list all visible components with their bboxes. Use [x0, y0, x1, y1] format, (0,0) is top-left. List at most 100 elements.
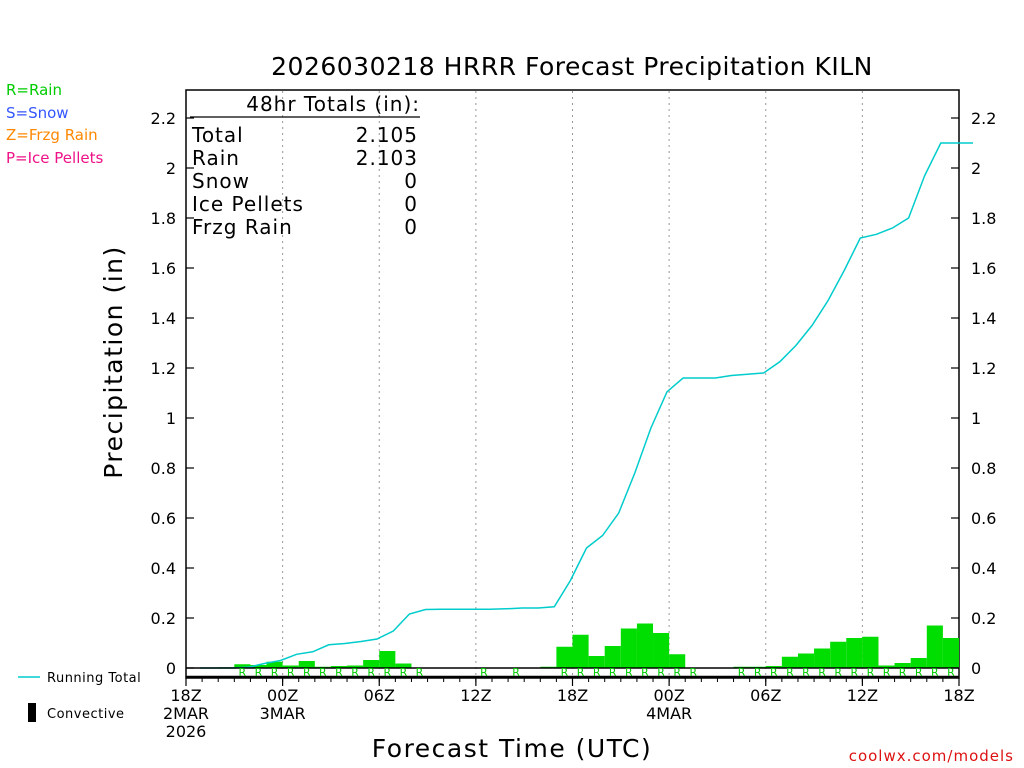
- y-tick-label-right: 1.8: [971, 209, 996, 228]
- precip-bar: [330, 666, 348, 668]
- precip-bar: [298, 661, 315, 668]
- precip-type-marker: R: [609, 666, 617, 679]
- legend-snow: S=Snow: [6, 104, 69, 122]
- precip-type-marker: R: [383, 666, 391, 679]
- precip-bar: [395, 663, 412, 668]
- y-tick-label-left: 0.6: [151, 509, 176, 528]
- totals-row-value: 0: [404, 169, 418, 193]
- precip-bar: [669, 654, 686, 668]
- precip-bar: [781, 656, 798, 668]
- precip-type-marker: R: [303, 666, 311, 679]
- y-tick-label-left: 1.6: [151, 259, 176, 278]
- precip-type-marker: R: [883, 666, 891, 679]
- precip-bar: [572, 634, 589, 668]
- y-tick-label-left: 2.2: [151, 109, 176, 128]
- y-tick-label-left: 0.8: [151, 459, 176, 478]
- x-tick-label: 06Z: [364, 686, 395, 705]
- precip-type-marker: R: [931, 666, 939, 679]
- precip-type-marker: R: [947, 666, 955, 679]
- running-total-legend-label: Running Total: [47, 671, 141, 686]
- y-tick-label-right: 2: [971, 159, 981, 178]
- precip-bar: [878, 665, 895, 668]
- x-tick-label: 18Z: [557, 686, 588, 705]
- y-tick-label-right: 1.4: [971, 309, 996, 328]
- x-tick-label: 2026: [166, 722, 207, 741]
- precip-bar: [765, 666, 782, 668]
- convective-legend-label: Convective: [47, 707, 125, 722]
- precip-type-marker: R: [480, 666, 488, 679]
- y-axis-label: Precipitation (in): [99, 245, 128, 479]
- precip-bar: [846, 638, 863, 668]
- precip-type-marker: R: [625, 666, 633, 679]
- totals-row-value: 0: [404, 192, 418, 216]
- x-tick-label: 4MAR: [646, 704, 692, 723]
- precip-bar: [862, 636, 879, 668]
- precip-type-marker: R: [593, 666, 601, 679]
- y-tick-label-right: 1: [971, 409, 981, 428]
- precip-type-marker: R: [899, 666, 907, 679]
- x-axis-label: Forecast Time (UTC): [372, 734, 652, 763]
- precip-type-marker: R: [754, 666, 762, 679]
- y-axis-left: 0 0.2 0.4 0.6 0.8 1 1.2 1.4 1.6 1.8 2 2.2: [151, 109, 194, 678]
- precip-type-marker: R: [561, 666, 569, 679]
- x-tick-label: 00Z: [653, 686, 684, 705]
- totals-row-value: 2.103: [356, 146, 418, 170]
- x-tick-label: 18Z: [943, 686, 974, 705]
- y-tick-label-left: 1: [166, 409, 176, 428]
- precip-type-marker: R: [915, 666, 923, 679]
- precip-bar: [347, 665, 364, 668]
- y-tick-label-right: 1.6: [971, 259, 996, 278]
- precip-type-marker: R: [255, 666, 263, 679]
- legend-rain: R=Rain: [6, 81, 62, 99]
- precip-type-marker: R: [416, 666, 424, 679]
- y-tick-label-right: 0: [971, 659, 981, 678]
- totals-row-value: 0: [404, 215, 418, 239]
- precip-type-marker: R: [802, 666, 810, 679]
- totals-row-label: Ice Pellets: [192, 192, 304, 216]
- precip-type-marker: R: [834, 666, 842, 679]
- y-tick-label-left: 1.2: [151, 359, 176, 378]
- precip-type-marker: R: [641, 666, 649, 679]
- totals-row-label: Snow: [192, 169, 250, 193]
- y-tick-label-right: 0.4: [971, 559, 996, 578]
- x-tick-label: 06Z: [750, 686, 781, 705]
- precip-type-marker: R: [367, 666, 375, 679]
- x-tick-label: 2MAR: [163, 704, 209, 723]
- precip-type-marker: R: [577, 666, 585, 679]
- precip-bar: [814, 648, 831, 668]
- precip-type-marker: R: [271, 666, 279, 679]
- gridlines: [282, 91, 863, 676]
- precip-bar: [234, 664, 251, 668]
- precip-bar: [250, 665, 267, 668]
- y-tick-label-left: 0.4: [151, 559, 176, 578]
- precip-bar: [620, 628, 637, 668]
- x-tick-label: 12Z: [460, 686, 491, 705]
- x-tick-label: 00Z: [267, 686, 298, 705]
- precip-type-marker: R: [351, 666, 359, 679]
- legend-freezing-rain: Z=Frzg Rain: [6, 126, 98, 144]
- y-axis-right: 0 0.2 0.4 0.6 0.8 1 1.2 1.4 1.6 1.8 2 2.2: [951, 109, 996, 678]
- totals-row-value: 2.105: [356, 123, 418, 147]
- precip-type-marker: R: [689, 666, 697, 679]
- precip-type-marker: R: [657, 666, 665, 679]
- precip-type-marker: R: [738, 666, 746, 679]
- precip-bar: [926, 625, 943, 668]
- x-tick-label: 12Z: [847, 686, 878, 705]
- precip-type-marker: R: [512, 666, 520, 679]
- precip-bar: [363, 660, 380, 668]
- precip-bar: [282, 665, 299, 668]
- bar-series: [218, 623, 959, 668]
- precip-type-marker: R: [673, 666, 681, 679]
- precip-type-marker: R: [770, 666, 778, 679]
- precip-type-marker: R: [239, 666, 247, 679]
- x-tick-label: 3MAR: [260, 704, 306, 723]
- totals-box: 48hr Totals (in): Total 2.105 Rain 2.103 Sno…: [190, 92, 420, 239]
- y-tick-label-right: 2.2: [971, 109, 996, 128]
- y-tick-label-left: 1.8: [151, 209, 176, 228]
- totals-row-label: Frzg Rain: [192, 215, 293, 239]
- totals-rows: Total 2.105 Rain 2.103 Snow 0 Ice Pellets 0 Frzg…: [191, 123, 418, 239]
- totals-row-label: Rain: [192, 146, 240, 170]
- convective-legend-swatch: [28, 703, 36, 722]
- precip-type-marker: R: [335, 666, 343, 679]
